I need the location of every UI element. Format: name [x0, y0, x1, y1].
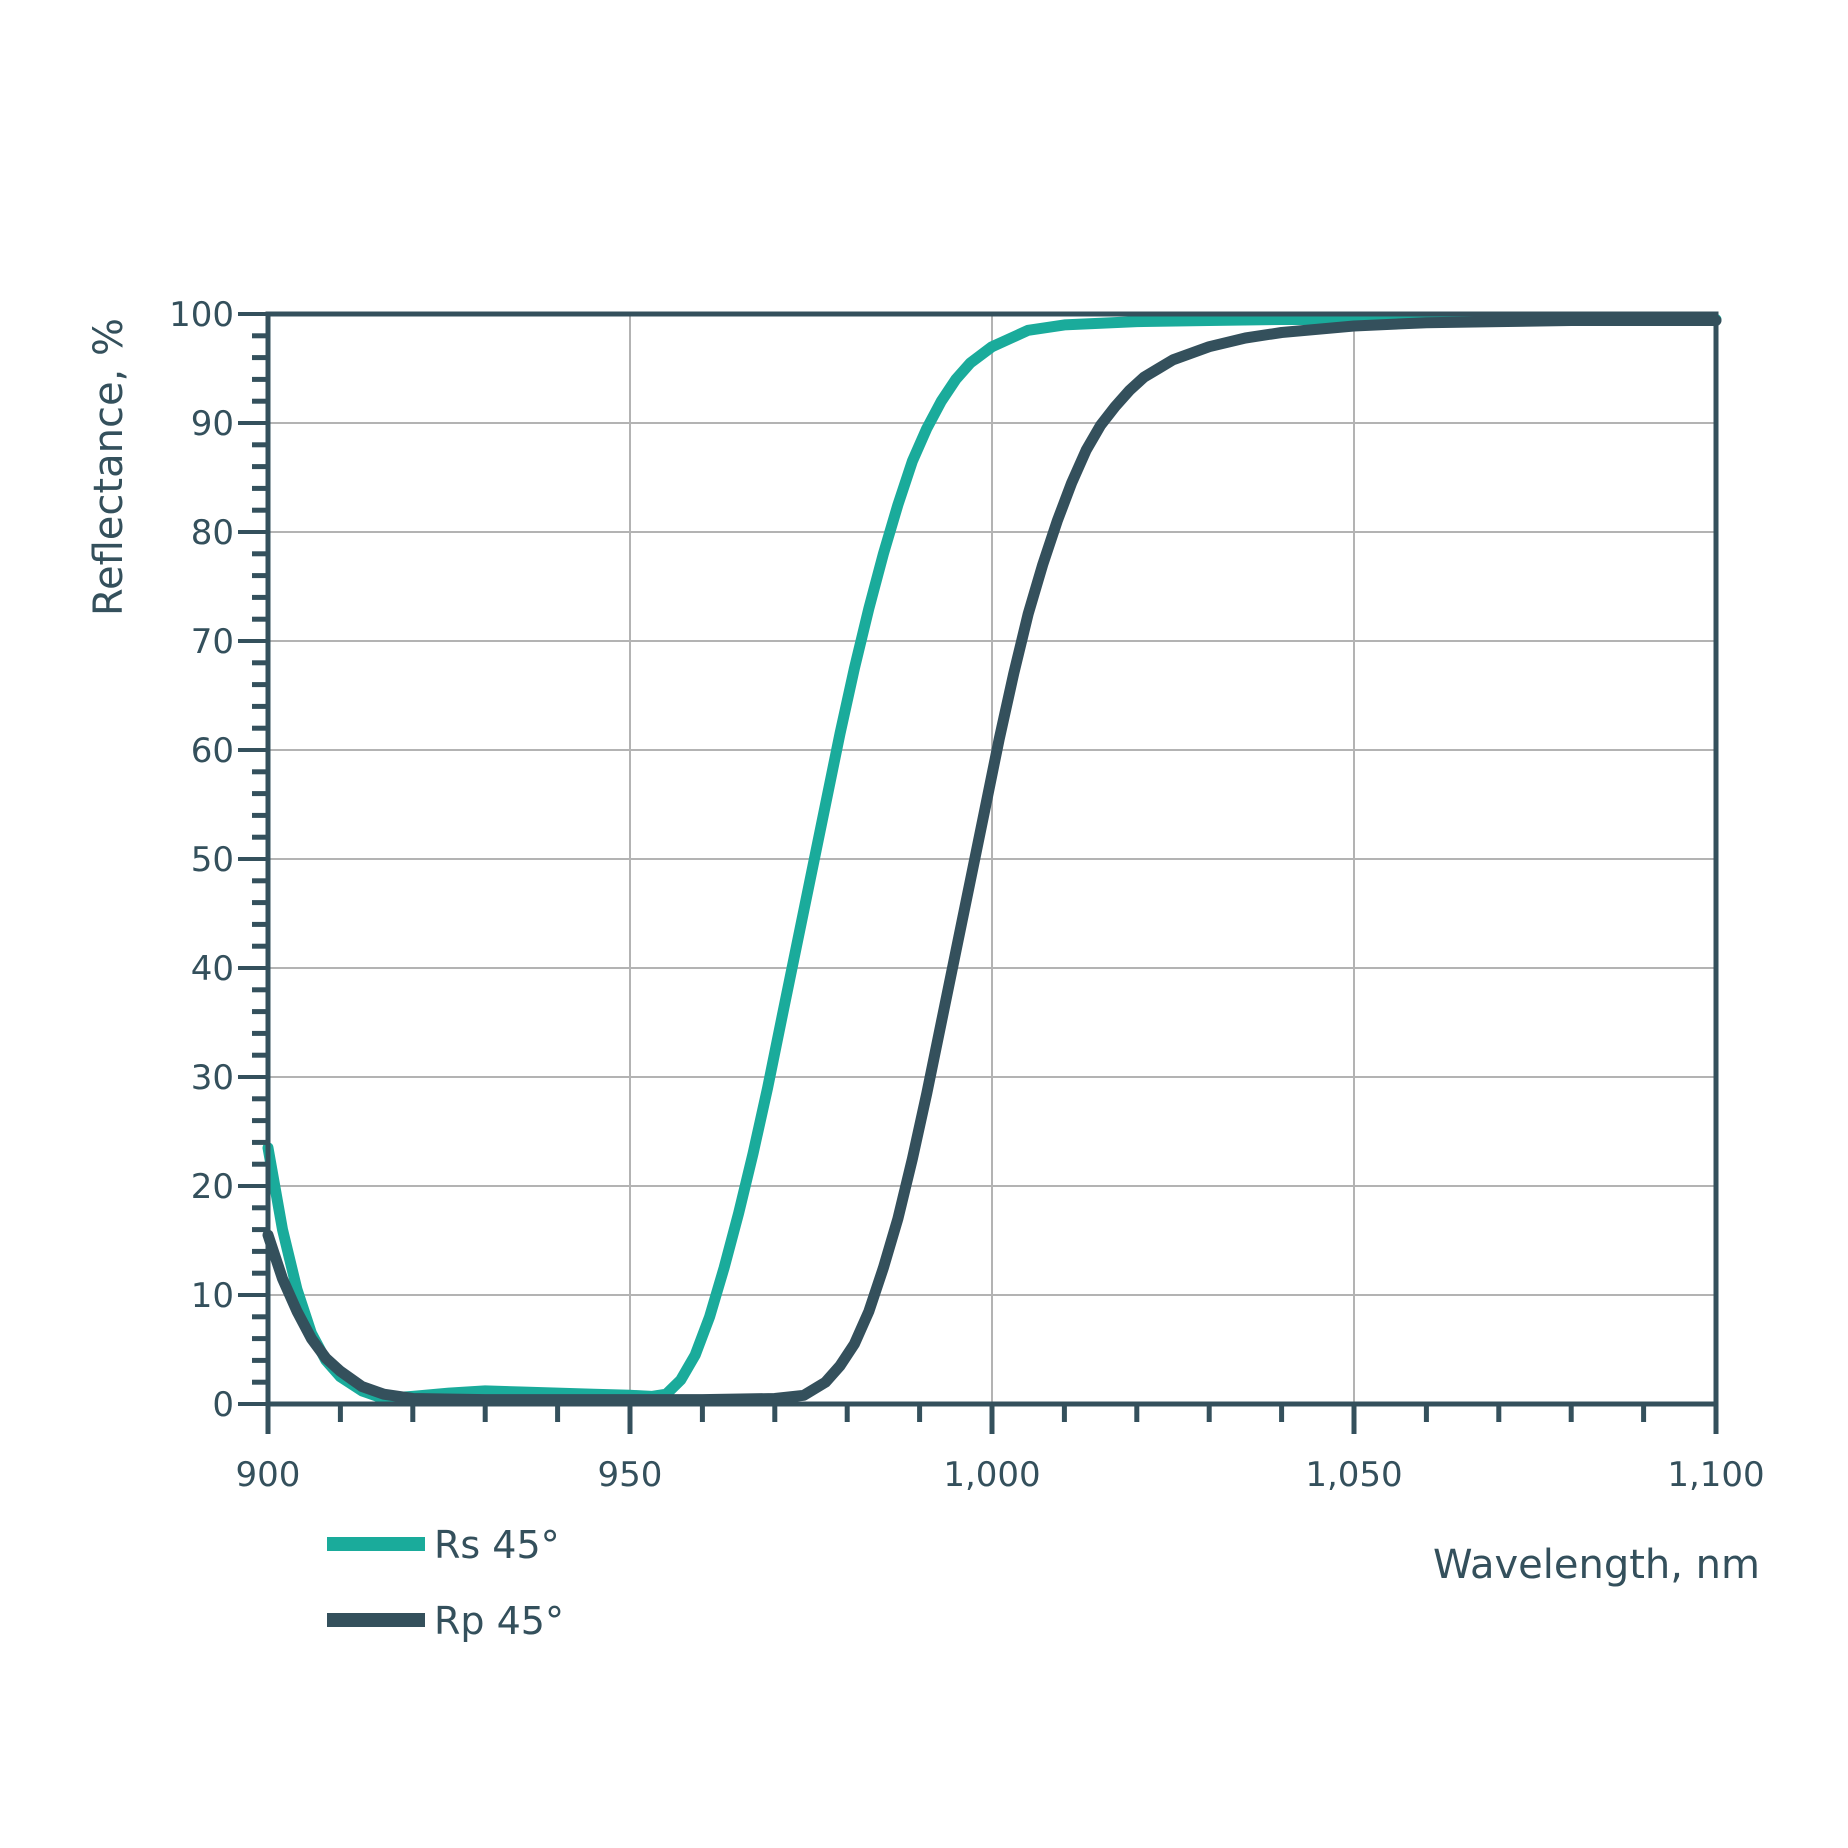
y-tick-label: 70 [191, 622, 234, 662]
x-tick-label: 900 [236, 1455, 301, 1495]
y-tick-label: 30 [191, 1058, 234, 1098]
x-tick-label: 1,100 [1667, 1455, 1764, 1495]
legend-label: Rp 45° [434, 1599, 564, 1643]
y-tick-label: 40 [191, 949, 234, 989]
y-tick-label: 80 [191, 513, 234, 553]
grid [268, 313, 1717, 1404]
legend-label: Rs 45° [434, 1523, 560, 1567]
x-tick-label: 1,000 [943, 1455, 1040, 1495]
x-axis-title: Wavelength, nm [1433, 1542, 1760, 1588]
tick-labels: 0 10 20 30 40 50 60 70 80 90 100 900 950 1,000 1,050 1,… [169, 295, 1765, 1495]
y-tick-label: 10 [191, 1276, 234, 1316]
x-tick-label: 950 [598, 1455, 663, 1495]
series-lines [262, 314, 1722, 1406]
axes [238, 311, 1719, 1434]
y-tick-label: 50 [191, 840, 234, 880]
y-axis-title: Reflectance, % [86, 318, 132, 616]
y-tick-label: 0 [212, 1385, 234, 1425]
y-tick-label: 20 [191, 1167, 234, 1207]
y-tick-label: 100 [169, 295, 234, 335]
legend: Rs 45° Rp 45° [327, 1523, 564, 1643]
series-line [262, 315, 1722, 1406]
y-tick-label: 60 [191, 731, 234, 771]
y-tick-label: 90 [191, 404, 234, 444]
x-tick-label: 1,050 [1305, 1455, 1402, 1495]
